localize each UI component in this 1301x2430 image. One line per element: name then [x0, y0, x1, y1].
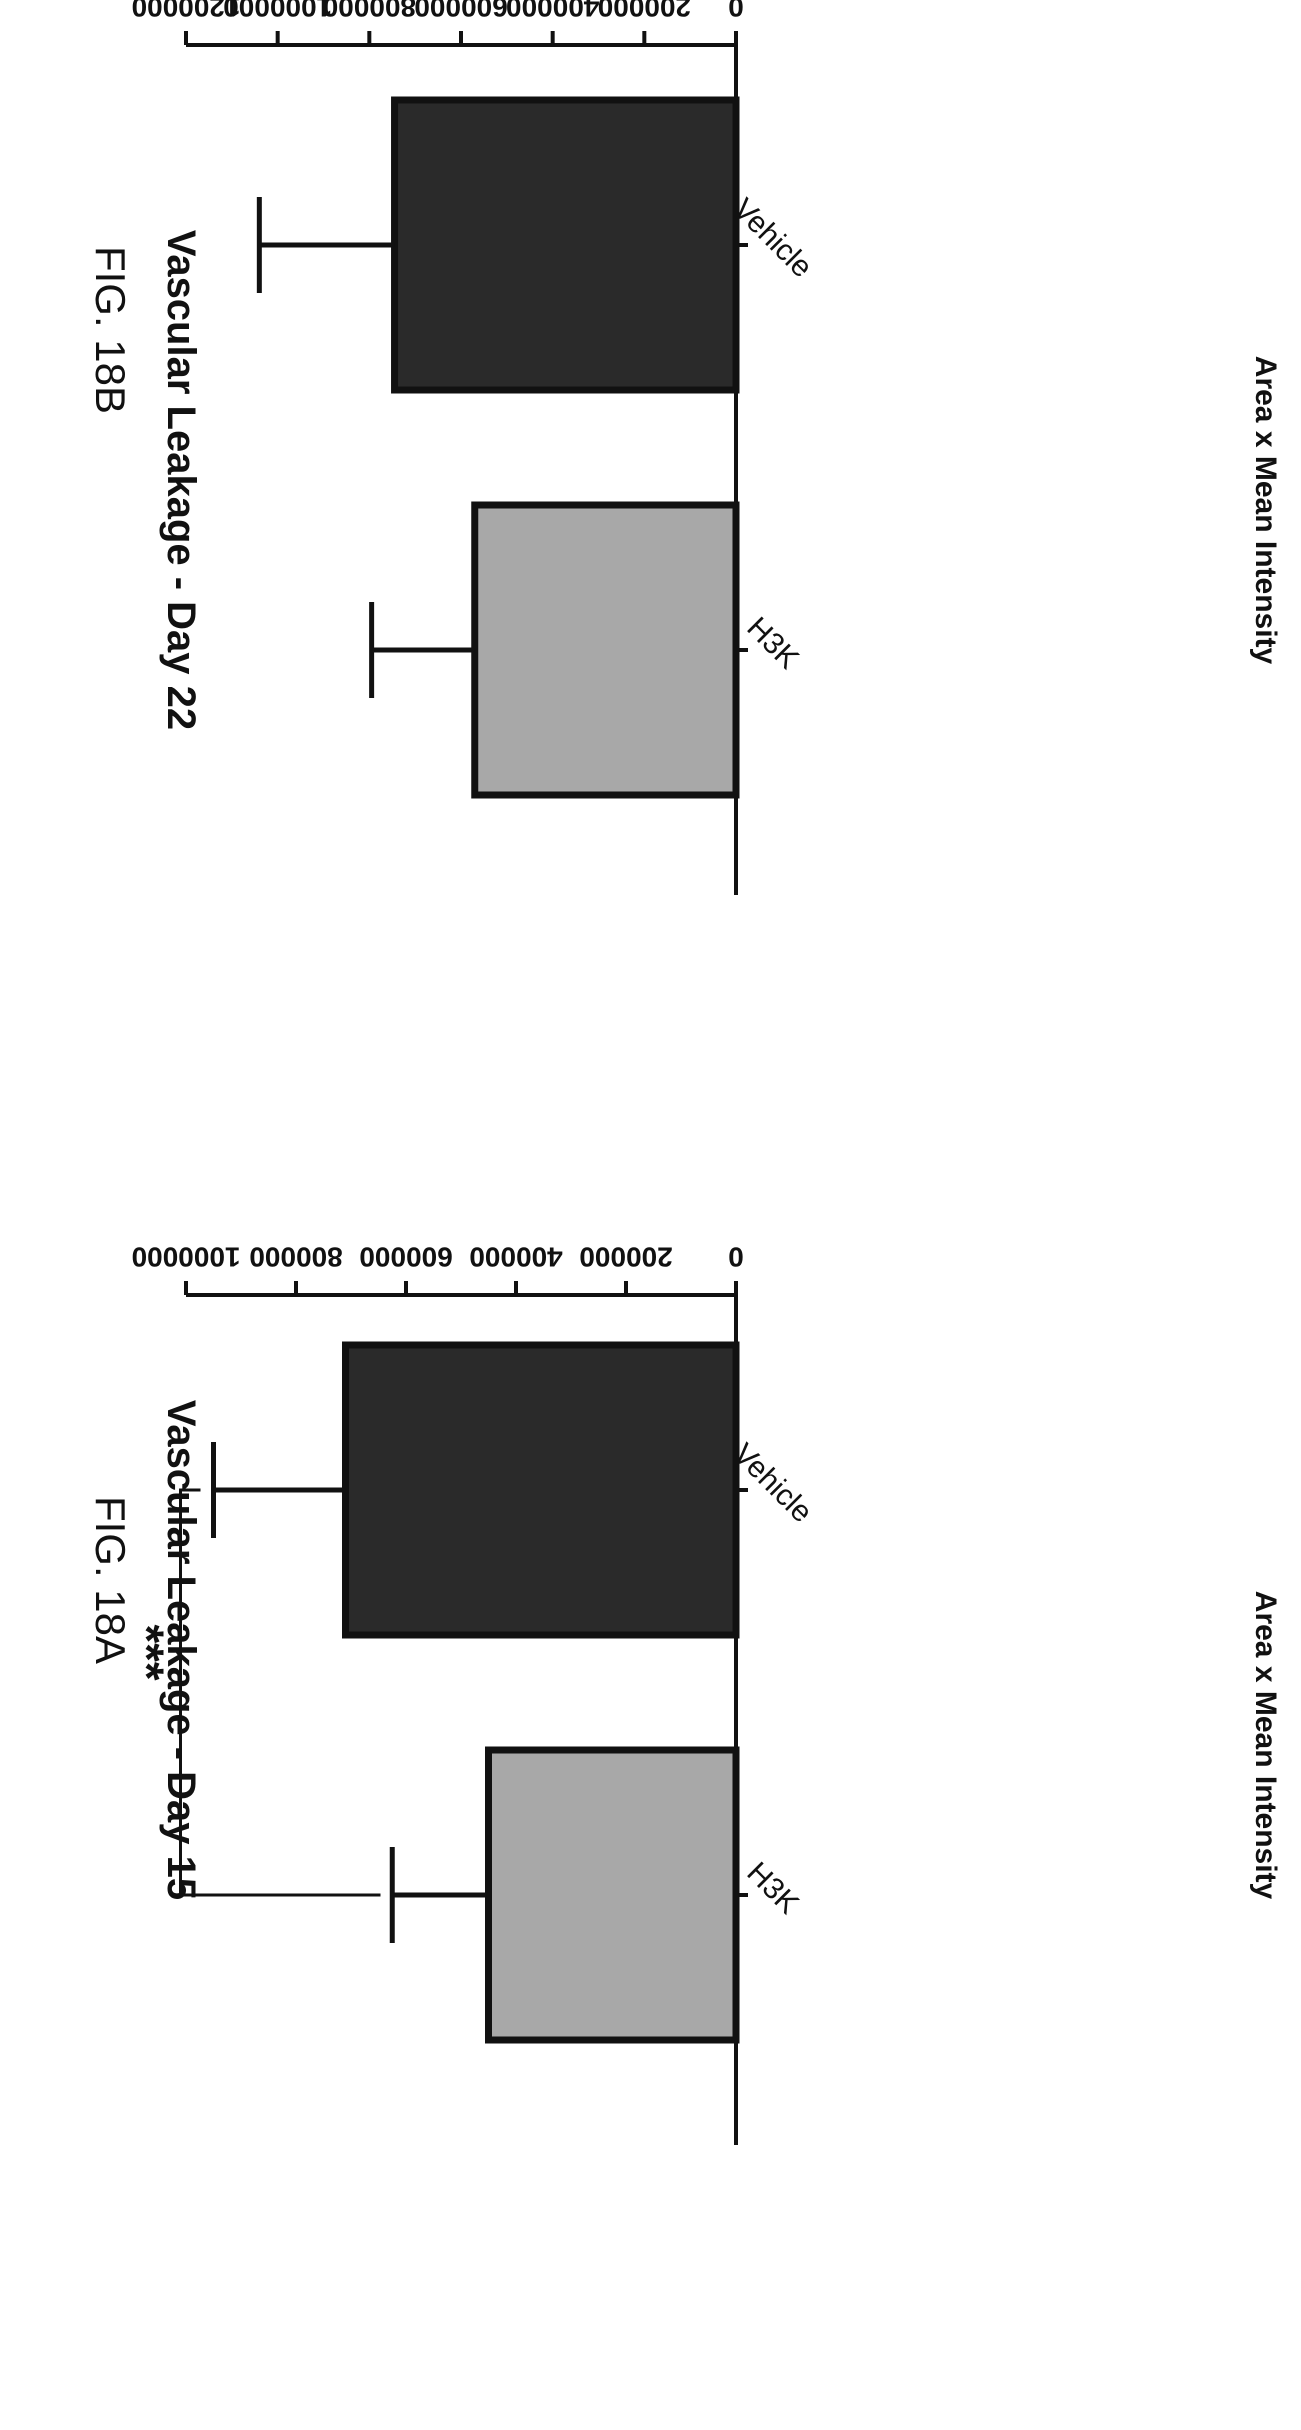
y-tick-label: 200000	[598, 0, 691, 23]
marks: ***	[120, 1341, 740, 2044]
figure-label: FIG. 18A	[87, 1496, 134, 1664]
bar-h3k	[471, 501, 740, 799]
bar-h3k	[485, 1746, 740, 2044]
chart-fig-18a: FIG. 18A Vascular Leakage - Day 15 Area …	[87, 1242, 1282, 2145]
chart-fig-18b: FIG. 18B Vascular Leakage - Day 22 Area …	[87, 0, 1282, 895]
significance-bracket	[179, 1488, 381, 1897]
y-tick-label: 1000000	[131, 1242, 240, 1273]
x-tick-label: H3K	[740, 611, 805, 676]
chart-title: Vascular Leakage - Day 22	[159, 230, 203, 730]
x-tick-label: Vehicle	[727, 1437, 819, 1529]
significance-label: ***	[120, 1624, 173, 1680]
marks	[256, 96, 740, 799]
y-tick-label: 800000	[323, 0, 416, 23]
y-tick-label: 0	[728, 0, 744, 23]
y-tick-label: 400000	[506, 0, 599, 23]
y-tick-label: 400000	[469, 1242, 562, 1273]
y-axis-label: Area x Mean Intensity	[1249, 1591, 1282, 1900]
y-tick-label: 200000	[579, 1242, 672, 1273]
y-tick-label: 0	[728, 1242, 744, 1273]
y-tick-label: 800000	[249, 1242, 342, 1273]
bar-vehicle	[342, 1341, 740, 1639]
figure-label: FIG. 18B	[87, 246, 134, 414]
x-tick-label: H3K	[740, 1856, 805, 1921]
bar-vehicle	[391, 96, 740, 394]
y-tick-label: 600000	[359, 1242, 452, 1273]
y-axis-label: Area x Mean Intensity	[1249, 356, 1282, 665]
y-tick-label: 1200000	[131, 0, 240, 23]
x-tick-label: Vehicle	[727, 192, 819, 284]
y-tick-label: 1000000	[223, 0, 332, 23]
y-tick-label: 600000	[414, 0, 507, 23]
